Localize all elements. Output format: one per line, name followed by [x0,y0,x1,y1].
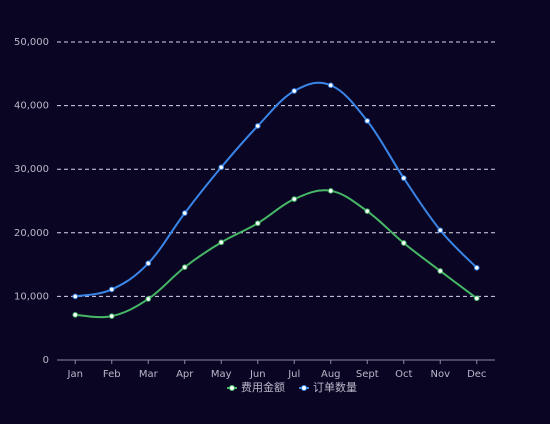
y-tick-label: 10,000 [14,291,49,302]
data-point [473,264,480,271]
data-point [327,188,334,194]
x-tick-label: Dec [467,369,486,380]
x-tick-label: Mar [139,369,159,380]
y-tick-label: 50,000 [14,37,49,48]
x-tick-label: May [211,369,232,380]
legend-marker [301,385,307,391]
data-point [254,220,261,227]
data-point [218,164,225,171]
series-line [75,189,478,319]
data-point [473,295,480,302]
data-point [72,312,79,318]
data-point [108,313,115,319]
data-point [145,296,152,302]
x-tick-label: Sept [356,369,379,380]
x-tick-label: Feb [103,369,121,380]
legend-label: 费用金额 [241,380,285,394]
data-point [108,286,115,293]
data-point [364,118,371,124]
y-tick-label: 20,000 [14,228,49,239]
data-point [437,268,444,274]
legend-label: 订单数量 [313,381,357,394]
x-tick-label: Nov [430,369,450,380]
data-point [72,293,79,300]
data-point [291,196,298,202]
x-tick-label: Apr [176,369,194,380]
x-tick-label: Oct [395,369,412,380]
x-tick-label: Jun [249,369,266,380]
data-point [364,208,371,214]
data-point [254,123,261,129]
y-tick-label: 0 [43,355,49,366]
y-tick-label: 30,000 [14,164,49,175]
data-point [400,175,407,181]
data-point [400,240,407,246]
data-point [327,82,334,89]
data-point [291,88,298,94]
data-point [145,260,152,267]
data-point [218,239,225,246]
x-tick-label: Jan [67,369,83,380]
data-point [437,227,444,234]
data-point [181,264,188,270]
x-tick-label: Jul [287,369,300,380]
x-tick-label: Aug [321,369,341,380]
data-point [181,210,188,216]
legend: 费用金额 订单数量 [227,380,357,394]
y-tick-label: 40,000 [14,101,49,112]
legend-marker [229,385,235,391]
series-line [75,81,478,298]
